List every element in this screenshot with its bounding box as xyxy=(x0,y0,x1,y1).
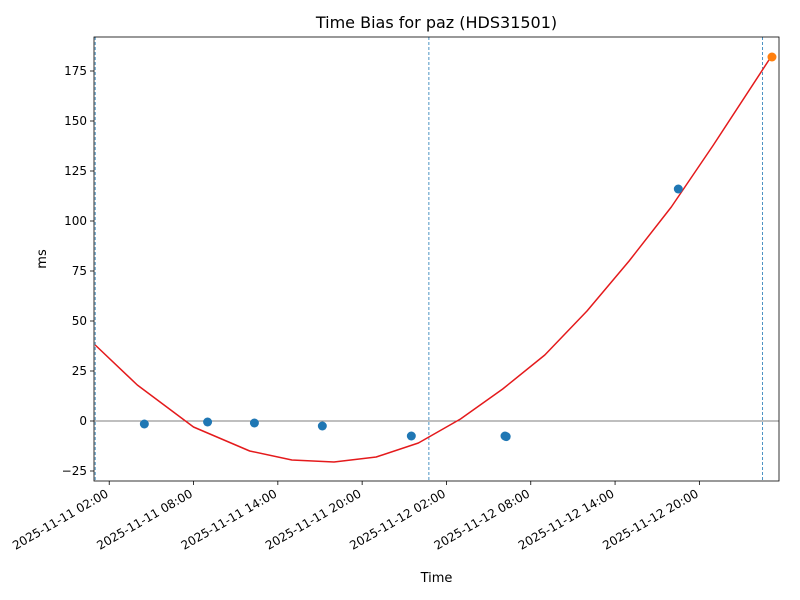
data-point xyxy=(673,184,683,194)
fit-curve-layer xyxy=(94,58,771,463)
y-tick-label: 125 xyxy=(64,164,87,178)
y-tick-label: 50 xyxy=(72,314,87,328)
chart-title: Time Bias for paz (HDS31501) xyxy=(315,13,557,32)
data-point xyxy=(139,419,149,429)
y-tick-label: 75 xyxy=(72,264,87,278)
plot-frame xyxy=(93,36,780,482)
y-axis-label: ms xyxy=(35,249,50,269)
y-tick-label: 175 xyxy=(64,64,87,78)
data-point xyxy=(249,418,259,428)
data-point xyxy=(501,432,511,442)
x-axis-label: Time xyxy=(420,571,453,586)
y-tick-label: −25 xyxy=(62,464,87,478)
y-tick-label: 100 xyxy=(64,214,87,228)
y-tick-label: 150 xyxy=(64,114,87,128)
plot-area xyxy=(94,37,779,481)
data-points-layer xyxy=(139,52,777,442)
y-tick-label: 0 xyxy=(79,414,87,428)
data-point xyxy=(406,431,416,441)
data-point xyxy=(317,421,327,431)
y-axis: −25 0 25 50 75 100 125 150 175 xyxy=(62,64,94,478)
data-point xyxy=(203,417,213,427)
fit-curve xyxy=(94,58,771,463)
y-tick-label: 25 xyxy=(72,364,87,378)
highlight-point xyxy=(767,52,777,62)
